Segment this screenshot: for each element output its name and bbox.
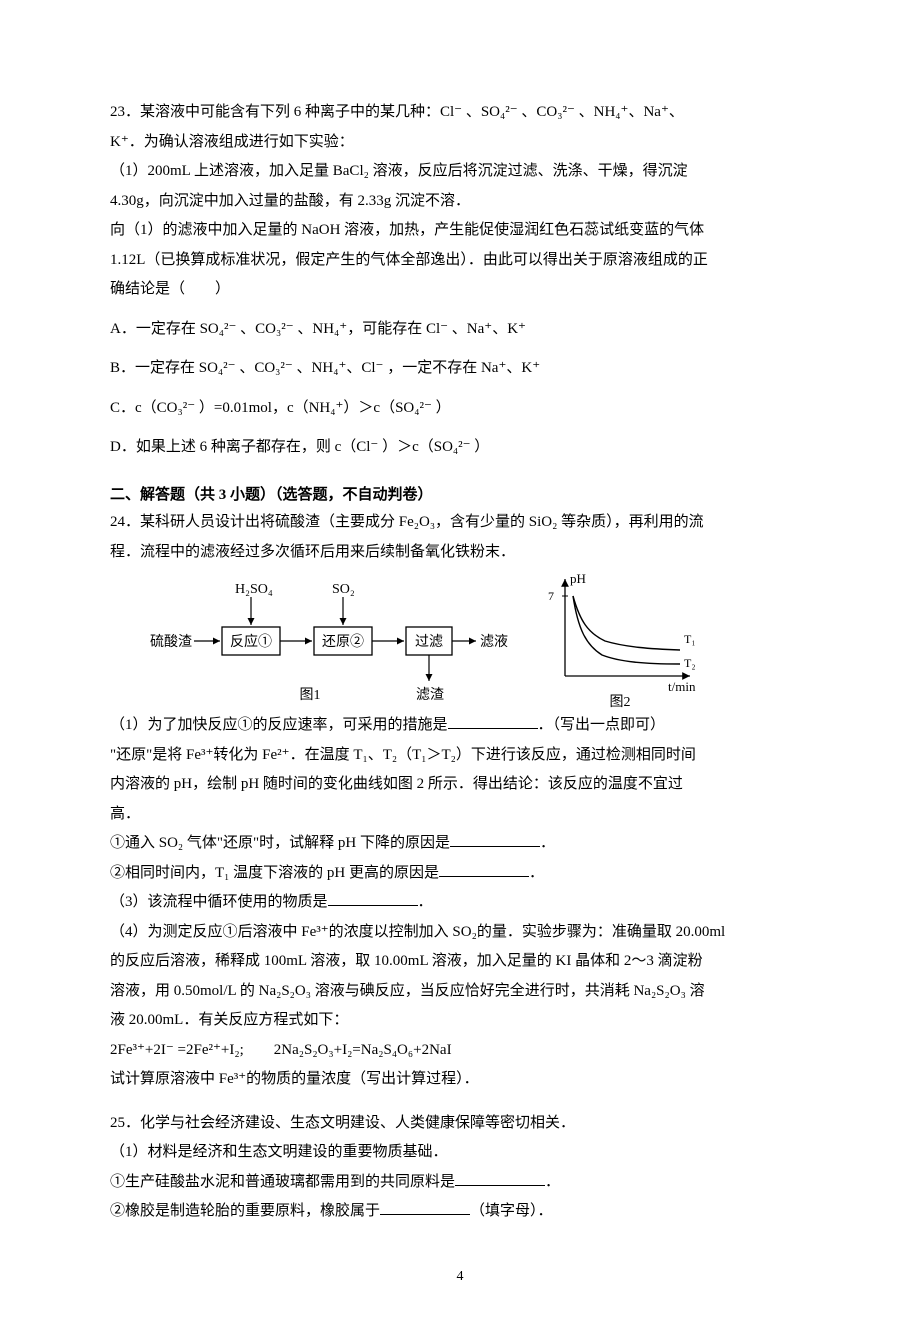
blank-input[interactable] [439,861,529,877]
section2-title: 二、解答题（共 3 小题）（选答题，不自动判卷） [110,483,810,509]
q25-p3-tail: （填字母）． [470,1203,553,1219]
q24-p5-text: （3）该流程中循环使用的物质是 [110,894,328,910]
q24-p5-tail: ． [418,894,433,910]
q25-p2-text: ①生产硅酸盐水泥和普通玻璃都需用到的共同原料是 [110,1174,455,1190]
q24-stem-line1: 24．某科研人员设计出将硫酸渣（主要成分 Fe₂O₃，含有少量的 SiO₂ 等杂… [110,510,810,536]
q24-p3-text: ①通入 SO₂ 气体"还原"时，试解释 pH 下降的原因是 [110,835,450,851]
q24-p2a: "还原"是将 Fe³⁺转化为 Fe²⁺．在温度 T₁、T₂（T₁＞T₂）下进行该… [110,743,810,769]
q24-p6c: 溶液，用 0.50mol/L 的 Na₂S₂O₃ 溶液与碘反应，当反应恰好完全进… [110,979,810,1005]
fig2-ylabel: pH [570,571,586,586]
q24-p4: ②相同时间内，T₁ 温度下溶液的 pH 更高的原因是 ． [110,861,810,887]
q25-p3-text: ②橡胶是制造轮胎的重要原料，橡胶属于 [110,1203,380,1219]
q25-p2: ①生产硅酸盐水泥和普通玻璃都需用到的共同原料是 ． [110,1170,810,1196]
blank-input[interactable] [455,1170,545,1186]
q23-stem-line2: K⁺．为确认溶液组成进行如下实验： [110,130,810,156]
q24-stem-line2: 程．流程中的滤液经过多次循环后用来后续制备氧化铁粉末． [110,540,810,566]
q24-p1: （1）为了加快反应①的反应速率，可采用的措施是 ．（写出一点即可） [110,713,810,739]
q24-p1-text: （1）为了加快反应①的反应速率，可采用的措施是 [110,717,448,733]
q23-step1b: 4.30g，向沉淀中加入过量的盐酸，有 2.33g 沉淀不溶． [110,189,810,215]
q25-p3: ②橡胶是制造轮胎的重要原料，橡胶属于 （填字母）． [110,1199,810,1225]
fig1-input-left: 硫酸渣 [150,634,192,650]
blank-input[interactable] [448,713,538,729]
fig2-caption: 图2 [610,695,631,710]
q25-p1: （1）材料是经济和生态文明建设的重要物质基础． [110,1140,810,1166]
q24-p3-tail: ． [540,835,555,851]
q24-p4-text: ②相同时间内，T₁ 温度下溶液的 pH 更高的原因是 [110,865,439,881]
fig1-box2: 还原② [322,634,364,650]
q23-option-d: D．如果上述 6 种离子都存在，则 c（Cl⁻ ）＞c（SO₄²⁻ ） [110,435,810,461]
q23-step2c: 确结论是（ ） [110,277,810,303]
fig2-ytick: 7 [548,589,554,603]
q24-p3: ①通入 SO₂ 气体"还原"时，试解释 pH 下降的原因是 ． [110,831,810,857]
q23-step1a: （1）200mL 上述溶液，加入足量 BaCl₂ 溶液，反应后将沉淀过滤、洗涤、… [110,159,810,185]
q24-p4-tail: ． [529,865,544,881]
q23-step2a: 向（1）的滤液中加入足量的 NaOH 溶液，加热，产生能促使湿润红色石蕊试纸变蓝… [110,218,810,244]
blank-input[interactable] [380,1199,470,1215]
q24-p1-tail: ．（写出一点即可） [538,717,666,733]
fig2-series1: T₁ [684,632,696,646]
q23-option-a: A．一定存在 SO₄²⁻ 、CO₃²⁻ 、NH₄⁺，可能存在 Cl⁻ 、Na⁺、… [110,317,810,343]
q24-p6d: 液 20.00mL．有关反应方程式如下： [110,1008,810,1034]
fig1-caption: 图1 [300,688,321,703]
q23-option-b: B．一定存在 SO₄²⁻ 、CO₃²⁻ 、NH₄⁺、Cl⁻ ，一定不存在 Na⁺… [110,356,810,382]
blank-input[interactable] [450,831,540,847]
q24-eq: 2Fe³⁺+2I⁻ =2Fe²⁺+I₂; 2Na₂S₂O₃+I₂=Na₂S₄O₆… [110,1038,810,1064]
q24-figures: 硫酸渣 反应① H₂SO₄ 还原② SO₂ 过滤 滤液 [150,571,810,711]
q23-stem-line1: 23．某溶液中可能含有下列 6 种离子中的某几种：Cl⁻ 、SO₄²⁻ 、CO₃… [110,100,810,126]
fig1-top2: SO₂ [332,582,355,597]
q24-p2c: 高． [110,802,810,828]
q24-fig2: pH 7 T₁ T₂ t/min 图2 [540,571,710,711]
fig1-out-bottom: 滤渣 [416,687,444,703]
fig1-top1: H₂SO₄ [235,582,273,597]
blank-input[interactable] [328,890,418,906]
fig1-box3: 过滤 [415,634,443,650]
fig1-out-right: 滤液 [480,634,508,650]
q24-p6b: 的反应后溶液，稀释成 100mL 溶液，取 10.00mL 溶液，加入足量的 K… [110,949,810,975]
q24-p5: （3）该流程中循环使用的物质是 ． [110,890,810,916]
q23-option-c: C．c（CO₃²⁻ ）=0.01mol，c（NH₄⁺）＞c（SO₄²⁻ ） [110,396,810,422]
q25-p2-tail: ． [545,1174,560,1190]
fig1-box1: 反应① [230,633,272,650]
q23-step2b: 1.12L（已换算成标准状况，假定产生的气体全部逸出）．由此可以得出关于原溶液组… [110,248,810,274]
fig2-series2: T₂ [684,656,696,670]
fig2-xlabel: t/min [668,679,696,694]
q25-stem: 25．化学与社会经济建设、生态文明建设、人类健康保障等密切相关． [110,1111,810,1137]
q24-p2b: 内溶液的 pH，绘制 pH 随时间的变化曲线如图 2 所示．得出结论：该反应的温… [110,772,810,798]
q24-p6a: （4）为测定反应①后溶液中 Fe³⁺的浓度以控制加入 SO₂的量．实验步骤为：准… [110,920,810,946]
page-number: 4 [110,1265,810,1289]
q24-p7: 试计算原溶液中 Fe³⁺的物质的量浓度（写出计算过程）． [110,1067,810,1093]
q24-fig1: 硫酸渣 反应① H₂SO₄ 还原② SO₂ 过滤 滤液 [150,571,510,711]
